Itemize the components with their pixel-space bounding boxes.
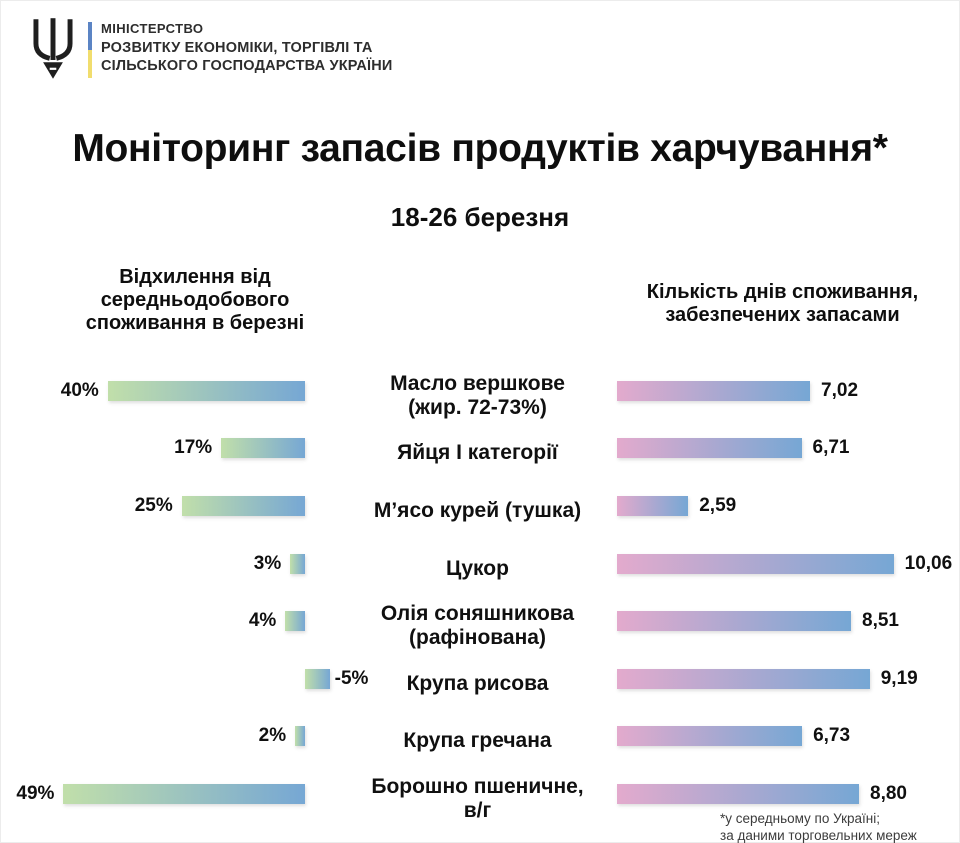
flag-divider (88, 22, 92, 78)
deviation-value-label: 40% (60, 379, 99, 401)
days-bar (617, 495, 689, 516)
flag-blue (88, 22, 92, 50)
product-label: Крупа гречана (403, 729, 552, 753)
deviation-bar (107, 380, 305, 401)
deviation-cell: -5% (0, 650, 368, 708)
deviation-cell: 4% (0, 592, 340, 650)
days-value-label: 8,80 (870, 782, 907, 804)
left-axis-header: Відхилення від середньодобового споживан… (85, 266, 305, 334)
product-label: Олія соняшникова (рафінована) (380, 602, 575, 650)
days-value-label: 2,59 (699, 494, 737, 516)
chart-row: 25% М’ясо курей (тушка) 2,59 (0, 477, 960, 535)
deviation-value-label: 3% (253, 552, 282, 574)
deviation-bar (181, 495, 305, 516)
chart-row: 49% Борошно пшеничне, в/г 8,80 (0, 765, 960, 823)
deviation-bar (290, 553, 305, 574)
chart-row: 17% Яйця І категорії 6,71 (0, 420, 960, 478)
product-label: Цукор (446, 556, 509, 580)
days-bar (617, 611, 852, 632)
right-axis-header: Кількість днів споживання, забезпечених … (646, 281, 919, 326)
product-label: Борошно пшеничне, в/г (371, 774, 584, 822)
days-bar (617, 380, 811, 401)
deviation-value-label: 2% (258, 725, 287, 747)
ministry-line-2: РОЗВИТКУ ЕКОНОМІКИ, ТОРГІВЛІ ТА (101, 40, 373, 56)
days-bar (617, 553, 894, 574)
days-bar (617, 668, 870, 689)
deviation-value-label: 49% (16, 782, 55, 804)
chart-rows: 40% Масло вершкове (жир. 72-73%) 7,02 17% Яй… (0, 362, 960, 823)
days-cell: 7,02 (615, 362, 960, 420)
days-cell: 8,51 (615, 592, 960, 650)
deviation-cell: 17% (0, 420, 340, 478)
days-cell: 8,80 (615, 765, 960, 823)
deviation-cell: 49% (0, 765, 340, 823)
deviation-value-label: -5% (334, 667, 369, 689)
chart-row: 3% Цукор 10,06 (0, 535, 960, 593)
days-cell: 2,59 (615, 477, 960, 535)
chart-row: 2% Крупа гречана 6,73 (0, 708, 960, 766)
days-bar (617, 726, 803, 747)
deviation-value-label: 17% (174, 437, 213, 459)
ministry-line-3: СІЛЬСЬКОГО ГОСПОДАРСТВА УКРАЇНИ (101, 58, 393, 74)
deviation-bar (305, 668, 330, 689)
chart-row: 4% Олія соняшникова (рафінована) 8,51 (0, 592, 960, 650)
deviation-bar (63, 783, 305, 804)
deviation-bar (221, 438, 305, 459)
chart-row: -5% Крупа рисова 9,19 (0, 650, 960, 708)
days-cell: 6,71 (615, 420, 960, 478)
days-cell: 6,73 (615, 708, 960, 766)
deviation-value-label: 4% (248, 610, 277, 632)
days-bar (617, 438, 802, 459)
product-label: Яйця І категорії (397, 441, 558, 465)
days-value-label: 6,73 (813, 725, 851, 747)
days-value-label: 9,19 (880, 667, 918, 689)
ministry-logo: МІНІСТЕРСТВО РОЗВИТКУ ЕКОНОМІКИ, ТОРГІВЛ… (28, 12, 393, 82)
days-value-label: 10,06 (904, 552, 953, 574)
days-cell: 9,19 (615, 650, 960, 708)
page-title: Моніторинг запасів продуктів харчування* (72, 127, 888, 170)
ministry-name: МІНІСТЕРСТВО РОЗВИТКУ ЕКОНОМІКИ, ТОРГІВЛ… (101, 12, 393, 75)
days-value-label: 7,02 (821, 379, 859, 401)
product-label: Крупа рисова (406, 671, 549, 695)
days-bar (617, 783, 859, 804)
days-value-label: 6,71 (812, 437, 850, 459)
deviation-cell: 40% (0, 362, 340, 420)
deviation-cell: 3% (0, 535, 340, 593)
deviation-cell: 25% (0, 477, 340, 535)
date-range-subtitle: 18-26 березня (390, 202, 570, 232)
deviation-value-label: 25% (134, 494, 173, 516)
trident-icon (33, 18, 73, 79)
deviation-bar (295, 726, 305, 747)
footnote: *у середньому по Україні; за даними торг… (720, 811, 917, 843)
deviation-bar (285, 611, 305, 632)
product-label: Масло вершкове (жир. 72-73%) (390, 371, 565, 419)
deviation-cell: 2% (0, 708, 340, 766)
product-label: М’ясо курей (тушка) (373, 498, 582, 522)
flag-yellow (88, 50, 92, 78)
days-value-label: 8,51 (862, 610, 899, 632)
chart-row: 40% Масло вершкове (жир. 72-73%) 7,02 (0, 362, 960, 420)
ministry-line-1: МІНІСТЕРСТВО (101, 21, 204, 36)
days-cell: 10,06 (615, 535, 960, 593)
